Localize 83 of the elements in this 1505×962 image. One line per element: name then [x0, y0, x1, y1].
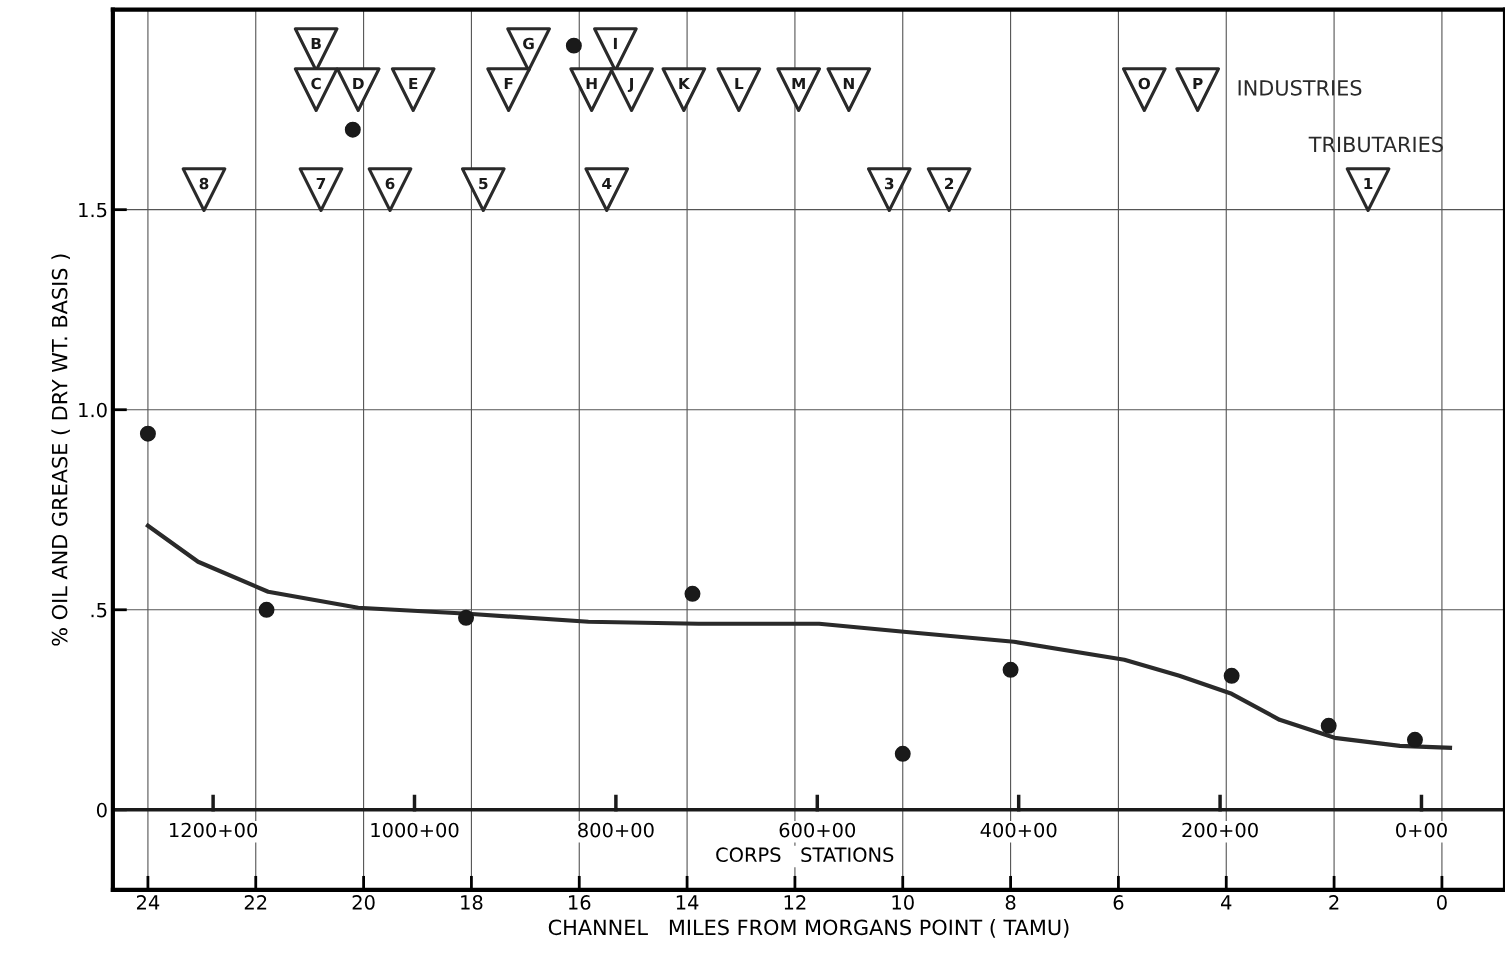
point	[458, 609, 475, 626]
y-tick-label: 1.0	[79, 402, 107, 418]
annotation: CORPS STATIONS	[716, 847, 894, 863]
annotation: H	[586, 77, 597, 90]
point	[390, 67, 436, 112]
point	[1406, 731, 1423, 748]
point	[139, 425, 156, 442]
point	[298, 167, 344, 213]
x-axis-title: CHANNEL MILES FROM MORGANS POINT ( TAMU)	[548, 919, 1069, 938]
annotation: 200+00	[1182, 822, 1258, 838]
point	[565, 37, 582, 54]
annotation: N	[843, 77, 854, 90]
x-tick-label: 8	[1005, 895, 1016, 910]
point	[1002, 661, 1019, 678]
x-tick-label: 0	[1437, 895, 1447, 910]
point	[866, 167, 912, 213]
line-series	[145, 523, 1453, 750]
x-tick-label: 22	[244, 895, 267, 910]
annotation: M	[792, 77, 805, 90]
x-tick-label: 14	[676, 895, 699, 910]
x-tick-label: 4	[1221, 895, 1232, 910]
point	[776, 67, 822, 112]
x-tick-label: 2	[1329, 895, 1339, 910]
annotation: G	[523, 37, 534, 50]
y-tick-label: 1.5	[79, 202, 107, 218]
point	[367, 167, 413, 213]
annotation: 1000+00	[371, 822, 459, 838]
annotation: E	[409, 77, 418, 90]
annotation: I	[613, 37, 617, 50]
annotation: 7	[316, 177, 326, 190]
annotation: 6	[385, 177, 395, 190]
x-tick-label: 6	[1113, 895, 1124, 910]
annotation: 800+00	[578, 822, 654, 838]
annotation: 0+00	[1396, 822, 1447, 838]
series-label: INDUSTRIES	[1238, 79, 1362, 96]
annotation: P	[1193, 77, 1203, 90]
point	[661, 67, 707, 112]
annotation: L	[735, 77, 744, 90]
y-tick-label: .5	[91, 602, 107, 618]
x-tick-label: 18	[461, 895, 483, 910]
annotation: 2	[945, 177, 954, 190]
point	[1121, 67, 1167, 112]
point	[826, 67, 872, 112]
annotation: K	[679, 77, 691, 90]
annotation: 600+00	[779, 822, 856, 838]
point	[344, 121, 361, 138]
point	[181, 167, 227, 213]
x-tick-label: 12	[784, 895, 806, 910]
point	[1345, 167, 1391, 213]
annotation: 3	[884, 177, 894, 190]
x-tick-label: 16	[569, 895, 591, 910]
y-tick-label: 0	[96, 802, 107, 818]
annotation: 1200+00	[169, 822, 258, 838]
point	[335, 67, 381, 112]
x-tick-label: 20	[352, 895, 375, 910]
annotation: J	[627, 77, 633, 93]
annotation: C	[311, 77, 321, 90]
annotation: 5	[479, 177, 488, 190]
point	[258, 601, 275, 618]
point	[716, 67, 762, 112]
x-tick-label: 24	[136, 895, 160, 910]
point	[486, 67, 531, 112]
point	[926, 167, 972, 213]
point	[293, 67, 339, 112]
annotation: B	[311, 37, 321, 50]
x-tick-label: 10	[892, 895, 914, 910]
point	[609, 67, 654, 112]
point	[1320, 717, 1337, 734]
series-label: TRIBUTARIES	[1308, 136, 1443, 153]
point	[584, 167, 630, 213]
point	[894, 745, 911, 762]
point	[460, 167, 506, 213]
point	[684, 585, 701, 602]
point	[1223, 667, 1240, 684]
annotation: D	[353, 77, 364, 90]
annotation: 1	[1364, 177, 1373, 190]
point	[1175, 67, 1221, 112]
annotation: F	[504, 77, 513, 90]
annotation: 8	[199, 177, 209, 190]
y-axis-title: % OIL AND GREASE ( DRY WT. BASIS )	[51, 254, 70, 646]
annotation: 400+00	[980, 822, 1057, 838]
annotation: 4	[602, 177, 612, 190]
annotation: O	[1138, 77, 1151, 90]
